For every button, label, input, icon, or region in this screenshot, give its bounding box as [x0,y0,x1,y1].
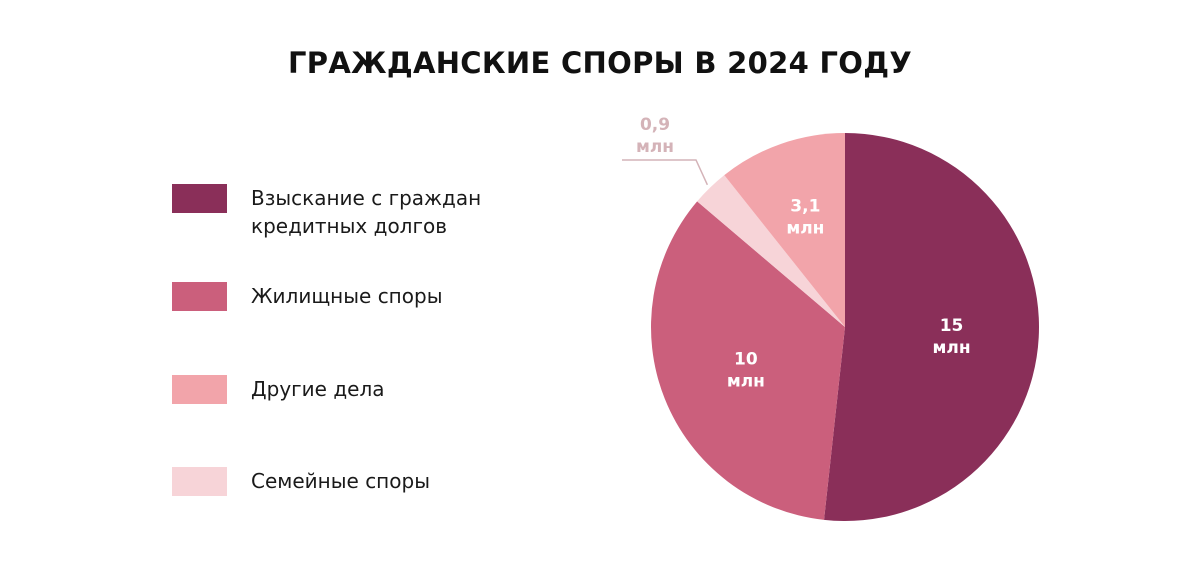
pie-unit-label-0: млн [932,338,970,358]
pie-unit-label-3: млн [786,218,824,238]
pie-leader-line-2 [622,159,709,186]
legend-swatch-other [172,375,227,404]
pie-unit-label-1: млн [727,371,765,391]
legend-swatch-housing [172,282,227,311]
pie-slice-3 [724,133,845,327]
legend-label-other: Другие дела [251,377,385,401]
legend-item-family: Семейные споры [172,467,592,527]
pie-unit-label-2: млн [636,137,674,157]
pie-slice-2 [697,175,845,327]
legend-item-housing: Жилищные споры [172,282,592,342]
pie-slice-0 [824,133,1039,521]
pie-value-label-0: 15 [940,316,964,336]
legend-item-credit-debts: Взыскание с граждан кредитных долгов [172,184,592,244]
pie-slice-1 [650,201,845,520]
pie-value-label-1: 10 [734,349,758,369]
legend-swatch-family [172,467,227,496]
chart-title: ГРАЖДАНСКИЕ СПОРЫ В 2024 ГОДУ [287,46,912,80]
pie-value-label-3: 3,1 [790,196,820,216]
legend-label-credit-debts: Взыскание с граждан кредитных долгов [251,186,482,238]
legend-label-housing: Жилищные споры [251,284,443,308]
legend-label-family: Семейные споры [251,469,430,493]
pie-value-label-2: 0,9 [640,115,670,135]
legend-swatch-credit-debts [172,184,227,213]
legend-item-other: Другие дела [172,375,592,435]
